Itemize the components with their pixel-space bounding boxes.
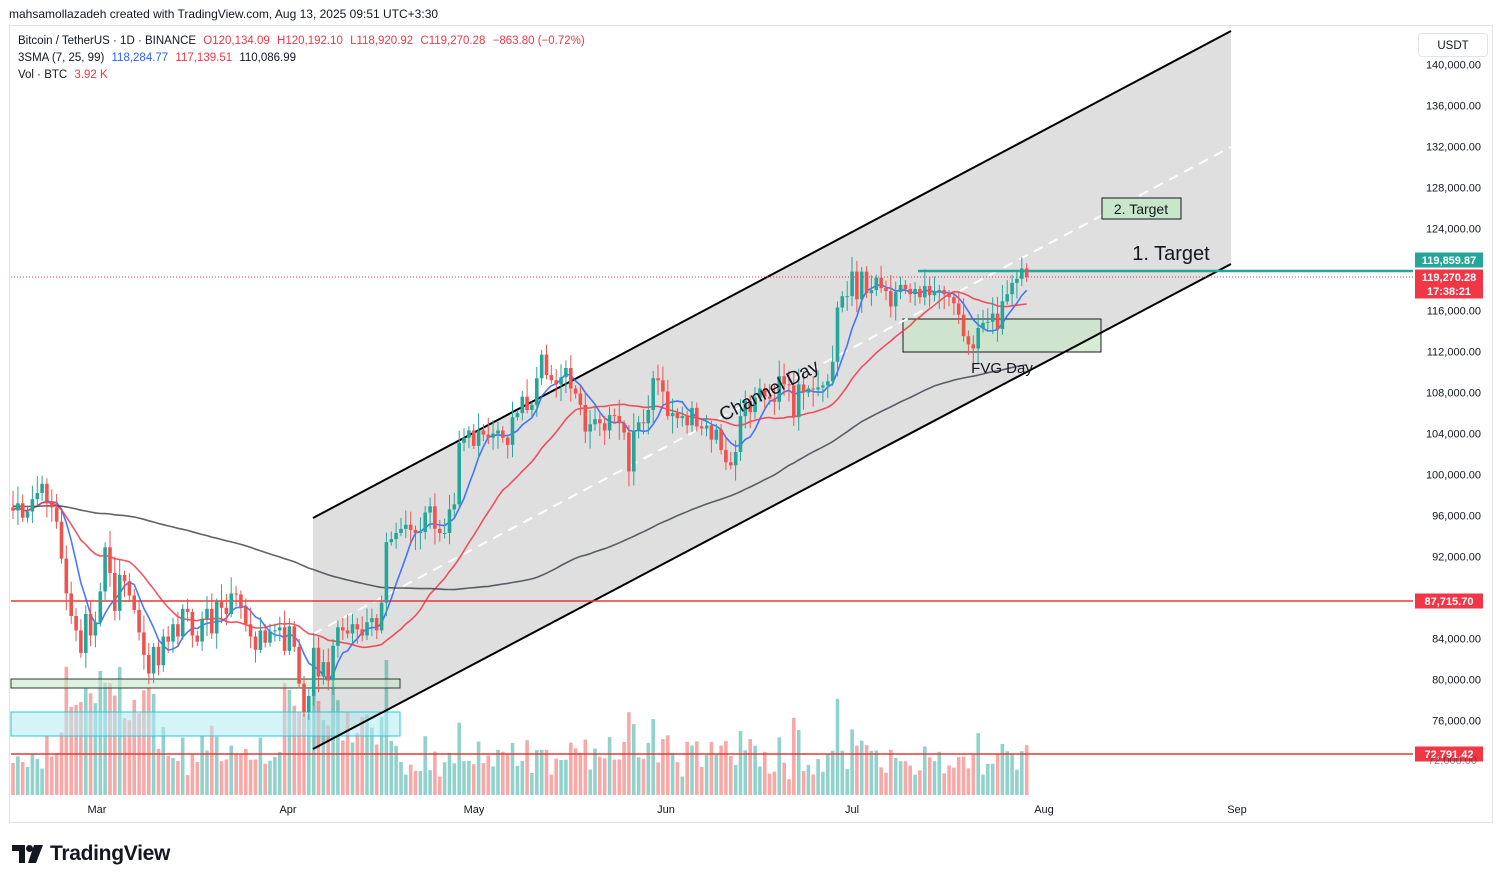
high-value: H120,192.10 xyxy=(277,35,343,47)
change-value: −863.80 (−0.72%) xyxy=(492,35,585,47)
low-value: L118,920.92 xyxy=(350,35,414,47)
chart-frame xyxy=(9,25,1493,823)
sma7-value: 118,284.77 xyxy=(111,52,169,64)
chart-credit: mahsamollazadeh created with TradingView… xyxy=(9,7,439,21)
tradingview-brand[interactable]: TradingView xyxy=(12,842,170,866)
sma-legend: 3SMA (7, 25, 99) 118,284.77 117,139.51 1… xyxy=(18,52,300,64)
sma-label[interactable]: 3SMA (7, 25, 99) xyxy=(18,52,105,64)
symbol-name[interactable]: Bitcoin / TetherUS · 1D · BINANCE xyxy=(18,35,197,47)
volume-legend: Vol · BTC 3.92 K xyxy=(18,69,112,81)
symbol-legend: Bitcoin / TetherUS · 1D · BINANCE O120,1… xyxy=(18,35,589,47)
close-value: C119,270.28 xyxy=(420,35,486,47)
open-value: O120,134.09 xyxy=(203,35,270,47)
currency-button[interactable]: USDT xyxy=(1418,33,1488,57)
sma25-value: 117,139.51 xyxy=(175,52,233,64)
sma99-value: 110,086.99 xyxy=(239,52,297,64)
volume-value: 3.92 K xyxy=(74,69,108,81)
volume-label[interactable]: Vol · BTC xyxy=(18,69,68,81)
brand-name: TradingView xyxy=(50,842,171,865)
tradingview-logo-icon xyxy=(12,845,43,863)
